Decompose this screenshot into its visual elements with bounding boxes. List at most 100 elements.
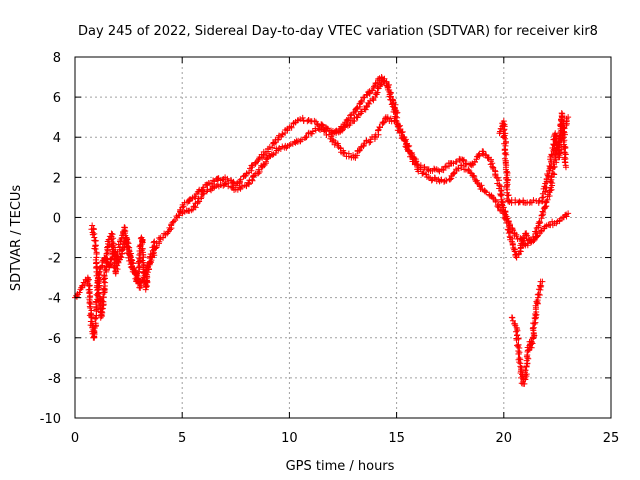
data-point [543,184,550,191]
data-point [505,198,512,205]
data-point [299,114,306,121]
data-point [547,163,554,170]
data-point [500,134,507,141]
chart-title: Day 245 of 2022, Sidereal Day-to-day VTE… [78,24,598,39]
data-point [471,173,478,180]
data-point [303,133,310,140]
data-point [518,236,525,243]
data-point [522,231,529,238]
data-point [269,144,276,151]
data-point [561,156,568,163]
data-point [366,100,373,107]
data-point [522,367,529,374]
data-point [548,174,555,181]
data-point [377,81,384,88]
data-point [387,94,394,101]
data-point [332,128,339,135]
x-tick-label: 0 [71,431,79,446]
x-tick-label: 15 [388,431,405,446]
y-tick-label: 0 [53,211,61,226]
data-point [237,185,244,192]
y-axis-label: SDTVAR / TECUs [9,185,24,292]
data-point [392,101,399,108]
data-point [509,317,516,324]
data-point [286,142,293,149]
data-point [197,195,204,202]
data-point [501,126,508,133]
data-point [194,198,201,205]
x-tick-label: 10 [281,431,298,446]
data-point [536,291,543,298]
x-tick-label: 5 [178,431,186,446]
data-point [512,328,519,335]
data-point [129,257,136,264]
data-point [98,297,105,304]
data-point [423,171,430,178]
data-point [371,83,378,90]
data-point [524,240,531,247]
data-point [341,121,348,128]
data-point [523,232,530,239]
data-point [95,289,102,296]
data-point [180,203,187,210]
data-point [358,97,365,104]
y-tick-label: -4 [48,292,61,307]
x-axis-label: GPS time / hours [286,459,395,474]
data-point [419,170,426,177]
data-point [94,263,101,270]
data-point [354,114,361,121]
data-point [516,359,523,366]
data-point [321,127,328,134]
data-point [345,116,352,123]
data-point [127,254,134,261]
data-point [504,215,511,222]
data-point [249,162,256,169]
data-point [99,305,106,312]
data-point [562,143,569,150]
data-point [100,272,107,279]
data-point [92,320,99,327]
data-point [198,194,205,201]
y-tick-label: 6 [53,91,61,106]
data-point [147,258,154,265]
data-point [518,380,525,387]
data-point [497,128,504,135]
data-point [102,255,109,262]
data-point [108,236,115,243]
data-point [384,114,391,121]
data-point [531,320,538,327]
data-point [562,164,569,171]
series-upper-arc [329,74,401,137]
data-point [155,240,162,247]
x-tick-label: 25 [603,431,620,446]
data-point [556,150,563,157]
y-tick-label: 2 [53,171,61,186]
data-point [353,152,360,159]
data-point [546,162,553,169]
data-point [386,87,393,94]
data-point [94,290,101,297]
data-point [428,177,435,184]
data-point [514,326,521,333]
data-point [562,149,569,156]
data-point [447,176,454,183]
data-point [539,208,546,215]
data-point [387,115,394,122]
data-point [431,165,438,172]
data-point [150,247,157,254]
data-point [473,156,480,163]
data-point [531,332,538,339]
data-point [505,230,512,237]
data-point [537,282,544,289]
data-point [544,170,551,177]
data-point [512,197,519,204]
data-point [508,314,515,321]
data-point [482,151,489,158]
data-point [366,139,373,146]
data-point [504,192,511,199]
data-point [500,120,507,127]
data-point [471,159,478,166]
y-tick-label: -2 [48,252,61,267]
data-point [376,123,383,130]
